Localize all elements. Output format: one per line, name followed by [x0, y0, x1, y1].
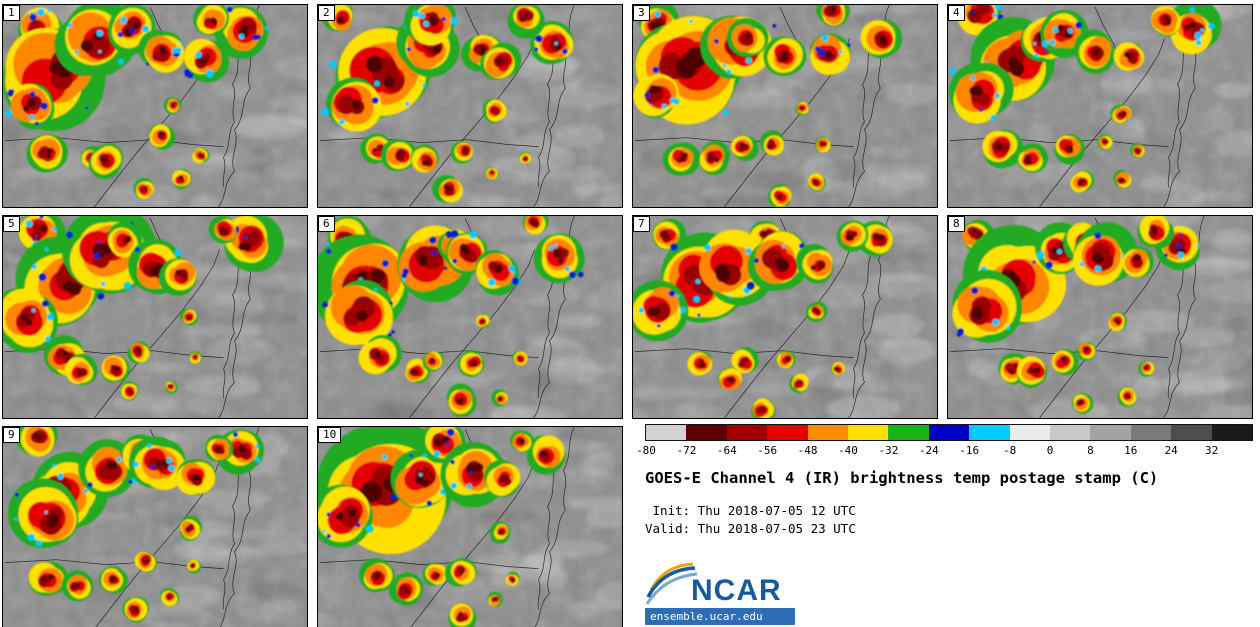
colorbar-segment [1009, 425, 1051, 440]
ir-satellite-map [318, 5, 622, 207]
member-number-label: 3 [633, 5, 650, 21]
colorbar-segment [1130, 425, 1172, 440]
member-number-label: 9 [3, 427, 20, 443]
ir-satellite-map [3, 216, 307, 418]
ir-satellite-map [948, 5, 1252, 207]
ir-satellite-map [318, 427, 622, 627]
ncar-swoosh-icon [645, 562, 698, 605]
member-number-label: 2 [318, 5, 335, 21]
product-info: -80 -72 -64 -56 -48 -40 -32 -24 -16 -8 0 8 16 24 32 GO… [636, 424, 1257, 625]
panel-row-1: 1 2 3 4 [2, 4, 1253, 208]
ensemble-member-panel: 1 [2, 4, 308, 208]
panel-row-2: 5 6 7 8 [2, 215, 1253, 419]
colorbar-tick-label: -48 [797, 444, 818, 457]
ensemble-member-panel: 2 [317, 4, 623, 208]
ensemble-member-panel: 8 [947, 215, 1253, 419]
ensemble-member-panel: 3 [632, 4, 938, 208]
colorbar-tick-label: 32 [1204, 444, 1219, 457]
colorbar-segment [1090, 425, 1131, 440]
colorbar-tick-label: -64 [716, 444, 737, 457]
colorbar-segment [726, 425, 768, 440]
colorbar-tick-label: 16 [1124, 444, 1138, 457]
colorbar-segment [807, 425, 849, 440]
member-number-label: 5 [3, 216, 20, 232]
colorbar-tick-label: -24 [918, 444, 939, 457]
member-number-label: 10 [318, 427, 342, 443]
member-number-label: 6 [318, 216, 335, 232]
colorbar-tick-label: 24 [1164, 444, 1178, 457]
colorbar-tick-label: -40 [838, 444, 858, 457]
member-number-label: 8 [948, 216, 965, 232]
valid-time: Valid: Thu 2018-07-05 23 UTC [645, 521, 856, 536]
colorbar-segment [767, 425, 808, 440]
member-number-label: 1 [3, 5, 20, 21]
ensemble-member-panel: 5 [2, 215, 308, 419]
ir-satellite-map [633, 5, 937, 207]
colorbar-tick-label: 0 [1046, 444, 1054, 457]
init-time: Init: Thu 2018-07-05 12 UTC [645, 503, 856, 518]
ncar-logo-graphic: NCAR [645, 562, 782, 606]
colorbar-tick-label: -8 [1002, 444, 1017, 457]
ir-satellite-map [318, 216, 622, 418]
ir-satellite-map [633, 216, 937, 418]
colorbar-segment [1211, 425, 1253, 440]
ensemble-member-panel: 9 [2, 426, 308, 627]
colorbar-tick-label: -16 [959, 444, 980, 457]
colorbar-segment [848, 425, 889, 440]
colorbar-segment [928, 425, 970, 440]
colorbar-tick-label: -72 [676, 444, 697, 457]
colorbar-tick-labels: -80 -72 -64 -56 -48 -40 -32 -24 -16 -8 0 8 16 24 32 [636, 443, 1253, 458]
ir-satellite-map [3, 5, 307, 207]
ensemble-member-panel: 7 [632, 215, 938, 419]
member-number-label: 7 [633, 216, 650, 232]
colorbar-tick-label: -32 [878, 444, 899, 457]
ensemble-member-panel: 6 [317, 215, 623, 419]
ensemble-member-panel: 10 [317, 426, 623, 627]
ir-satellite-map [948, 216, 1252, 418]
ncar-logo: NCAR ensemble.ucar.edu [645, 560, 797, 625]
colorbar-tick-label: -56 [757, 444, 778, 457]
colorbar-tick-label: 8 [1087, 444, 1094, 457]
colorbar-segment [646, 425, 687, 440]
colorbar-tick-label: -80 [636, 444, 656, 457]
colorbar-segment [686, 425, 727, 440]
member-number-label: 4 [948, 5, 965, 21]
panel-row-3: 9 10 [2, 426, 623, 627]
product-title: GOES-E Channel 4 (IR) brightness temp po… [645, 469, 1159, 487]
colorbar-segment [888, 425, 929, 440]
colorbar-segment [1050, 425, 1091, 440]
colorbar [645, 424, 1253, 441]
logo-url-bar: ensemble.ucar.edu [645, 608, 795, 625]
ir-satellite-map [3, 427, 307, 627]
colorbar-segment [969, 425, 1010, 440]
colorbar-segment [1171, 425, 1212, 440]
ensemble-member-panel: 4 [947, 4, 1253, 208]
ncar-logo-text: NCAR [691, 574, 782, 606]
